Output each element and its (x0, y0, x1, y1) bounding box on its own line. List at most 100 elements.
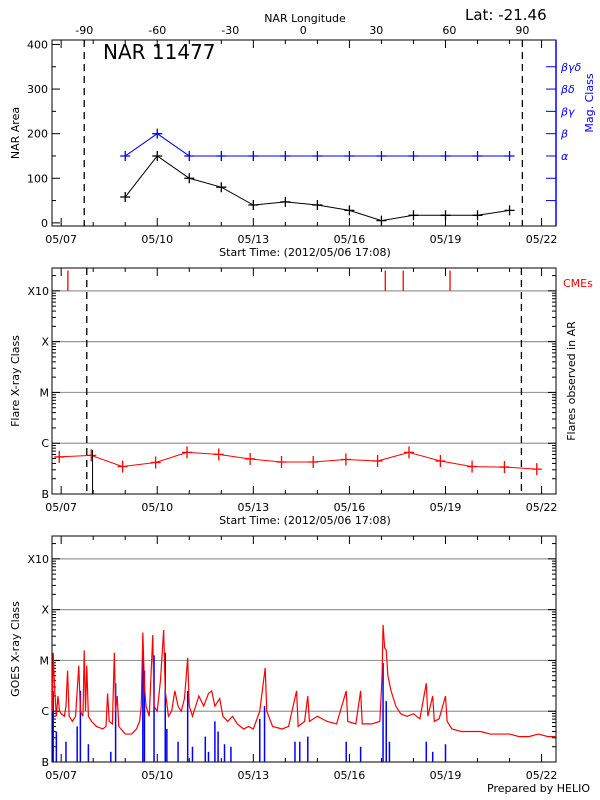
x-tick-label: 05/13 (237, 501, 269, 514)
plot-frame (51, 39, 557, 227)
area-point (408, 210, 419, 221)
x-tick-label: 05/16 (334, 769, 366, 782)
area-point (152, 150, 163, 161)
flare-class-point (531, 463, 542, 476)
y-tick-label: 0 (41, 217, 48, 230)
y-tick-label: 200 (27, 128, 48, 141)
y-tick-label: X (41, 604, 49, 617)
x-tick-label: 05/16 (334, 233, 366, 246)
mag-class-point (184, 150, 195, 161)
mag-class-point (248, 150, 259, 161)
mag-tick-label: βγ (560, 105, 575, 118)
plot-frame (51, 267, 557, 495)
mag-class-point (344, 150, 355, 161)
y-axis-title: NAR Area (9, 107, 22, 159)
x-tick-label: 05/07 (45, 501, 77, 514)
area-point (312, 200, 323, 211)
mag-class-point (440, 150, 451, 161)
y-tick-label: M (40, 386, 50, 399)
x-tick-label: 05/16 (334, 501, 366, 514)
y-tick-label: 100 (27, 172, 48, 185)
flare-class-point (276, 456, 287, 469)
footer-credit: Prepared by HELIO (487, 782, 590, 795)
x-tick-label: 05/19 (430, 233, 462, 246)
longitude-tick-label: 30 (369, 24, 383, 37)
y-tick-label: X10 (27, 553, 49, 566)
x-tick-label: 05/07 (45, 233, 77, 246)
flare-class-point (372, 454, 383, 467)
mag-class-point (152, 128, 163, 139)
flare-class-point (86, 449, 97, 462)
area-point (248, 200, 259, 211)
area-point (504, 205, 515, 216)
top-axis-title: NAR Longitude (264, 12, 346, 25)
goes-long-line (52, 624, 556, 738)
area-point (376, 215, 387, 226)
flare-class-point (117, 460, 128, 473)
area-point (440, 210, 451, 221)
x-tick-label: 05/10 (141, 501, 173, 514)
mag-class-point (312, 150, 323, 161)
flare-class-point (499, 461, 510, 474)
region-title: NAR 11477 (103, 40, 216, 64)
mag-class-point (472, 150, 483, 161)
y-axis-title: Flare X-ray Class (9, 335, 22, 427)
flare-class-point (403, 446, 414, 459)
latitude-label: Lat: -21.46 (465, 6, 547, 24)
flare-class-point (54, 450, 65, 463)
mag-class-point (504, 150, 515, 161)
y-axis-title: GOES X-ray Class (9, 601, 22, 697)
longitude-tick-label: -90 (75, 24, 93, 37)
area-point (472, 210, 483, 221)
flare-class-point (213, 448, 224, 461)
longitude-tick-label: -30 (221, 24, 239, 37)
mag-tick-label: α (561, 150, 569, 163)
mag-axis-title: Mag. Class (583, 73, 596, 132)
y-tick-label: C (41, 437, 49, 450)
flare-class-point (340, 453, 351, 466)
x-tick-label: 05/07 (45, 769, 77, 782)
right-axis-title: Flares observed in AR (565, 321, 578, 441)
area-point (216, 182, 227, 193)
longitude-tick-label: -60 (148, 24, 166, 37)
x-tick-label: 05/22 (526, 769, 558, 782)
cme-legend-label: CMEs (563, 277, 593, 290)
x-tick-label: 05/13 (237, 769, 269, 782)
x-tick-label: 05/19 (430, 501, 462, 514)
panel-3: 05/07 05/10 05/13 05/16 05/19 05/22 GOES X-ray… (9, 535, 558, 782)
area-point (280, 196, 291, 207)
flare-class-point (150, 456, 161, 469)
plot-frame (51, 535, 557, 763)
y-tick-label: 400 (27, 38, 48, 51)
mag-class-point (216, 150, 227, 161)
longitude-tick-label: 0 (300, 24, 307, 37)
mag-class-point (376, 150, 387, 161)
flare-class-point (435, 454, 446, 467)
x-axis-title: Start Time: (2012/05/06 17:08) (219, 514, 391, 527)
mag-class-point (120, 150, 131, 161)
x-tick-label: 05/22 (526, 233, 558, 246)
mag-class-point (408, 150, 419, 161)
mag-tick-label: βδ (560, 83, 575, 96)
panel-2: 05/07 05/10 05/13 05/16 05/19 05/22 Start Time… (9, 267, 593, 527)
x-tick-label: 05/13 (237, 233, 269, 246)
y-tick-label: B (41, 488, 49, 501)
x-tick-label: 05/22 (526, 501, 558, 514)
y-tick-label: M (40, 654, 50, 667)
y-tick-label: X (41, 336, 49, 349)
mag-tick-label: β (560, 128, 568, 141)
area-point (184, 173, 195, 184)
panel-1: 05/07 05/10 05/13 05/16 05/19 05/22 Start Time… (9, 12, 596, 259)
longitude-tick-label: 60 (442, 24, 456, 37)
flare-class-line (59, 451, 537, 470)
flare-class-point (308, 456, 319, 469)
flare-class-point (467, 460, 478, 473)
area-point (344, 205, 355, 216)
x-tick-label: 05/19 (430, 769, 462, 782)
x-tick-label: 05/10 (141, 233, 173, 246)
y-tick-label: X10 (27, 285, 49, 298)
y-tick-label: B (41, 756, 49, 769)
flare-class-point (245, 452, 256, 465)
mag-class-point (280, 150, 291, 161)
